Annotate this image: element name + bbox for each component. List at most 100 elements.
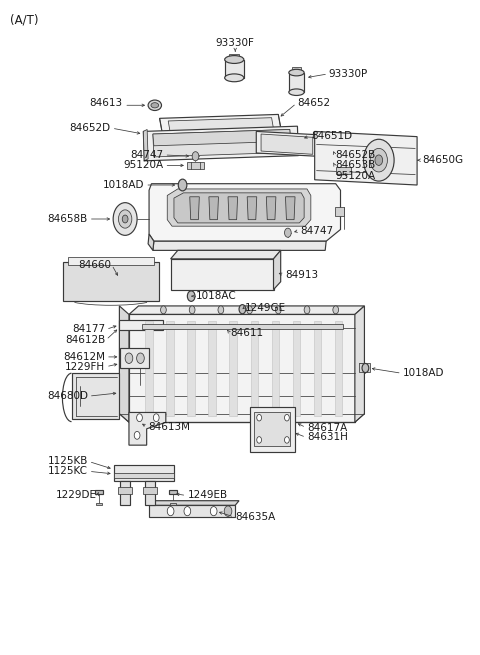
Polygon shape bbox=[153, 241, 326, 250]
Polygon shape bbox=[266, 196, 276, 219]
Polygon shape bbox=[251, 321, 258, 416]
Text: 95120A: 95120A bbox=[336, 171, 376, 181]
Text: 1125KB: 1125KB bbox=[48, 457, 88, 466]
Polygon shape bbox=[247, 196, 257, 219]
Ellipse shape bbox=[225, 74, 244, 82]
Ellipse shape bbox=[148, 100, 161, 111]
Text: 1249GE: 1249GE bbox=[245, 303, 286, 313]
Polygon shape bbox=[120, 320, 163, 330]
Circle shape bbox=[137, 353, 144, 364]
Circle shape bbox=[178, 179, 187, 191]
Text: 93330P: 93330P bbox=[328, 69, 368, 79]
Ellipse shape bbox=[225, 56, 244, 64]
Polygon shape bbox=[254, 413, 290, 447]
Polygon shape bbox=[72, 373, 120, 419]
Polygon shape bbox=[225, 60, 244, 78]
Polygon shape bbox=[187, 321, 195, 416]
Circle shape bbox=[257, 415, 262, 421]
Polygon shape bbox=[359, 364, 370, 372]
Polygon shape bbox=[114, 465, 174, 481]
Ellipse shape bbox=[289, 69, 304, 76]
Text: 1125KC: 1125KC bbox=[48, 466, 88, 476]
Polygon shape bbox=[153, 130, 291, 157]
Polygon shape bbox=[96, 489, 103, 493]
Polygon shape bbox=[167, 189, 311, 226]
Polygon shape bbox=[335, 206, 344, 216]
Polygon shape bbox=[323, 148, 333, 158]
Circle shape bbox=[160, 306, 166, 314]
Polygon shape bbox=[289, 73, 304, 92]
Text: 93330F: 93330F bbox=[216, 39, 255, 48]
Circle shape bbox=[137, 414, 143, 422]
Text: 1229FH: 1229FH bbox=[65, 362, 105, 372]
Text: 84747: 84747 bbox=[130, 150, 163, 160]
Circle shape bbox=[363, 140, 394, 181]
Circle shape bbox=[184, 506, 191, 515]
Text: 1229DE: 1229DE bbox=[55, 491, 96, 500]
Text: 84613M: 84613M bbox=[148, 422, 190, 432]
Text: 84652: 84652 bbox=[298, 98, 331, 108]
Polygon shape bbox=[159, 115, 281, 134]
Polygon shape bbox=[336, 168, 351, 174]
Text: 84680D: 84680D bbox=[47, 391, 88, 401]
Polygon shape bbox=[170, 250, 281, 259]
Text: 84177: 84177 bbox=[72, 324, 105, 335]
Text: 84612M: 84612M bbox=[63, 352, 105, 362]
Circle shape bbox=[167, 506, 174, 515]
Circle shape bbox=[362, 364, 369, 373]
Polygon shape bbox=[228, 196, 238, 219]
Polygon shape bbox=[120, 306, 129, 422]
Polygon shape bbox=[68, 257, 154, 265]
Circle shape bbox=[285, 228, 291, 237]
Polygon shape bbox=[149, 183, 340, 241]
Circle shape bbox=[239, 305, 246, 314]
Text: 1018AC: 1018AC bbox=[196, 291, 237, 301]
Polygon shape bbox=[119, 487, 132, 493]
Polygon shape bbox=[170, 259, 274, 290]
Polygon shape bbox=[129, 306, 364, 314]
Circle shape bbox=[218, 306, 224, 314]
Polygon shape bbox=[229, 321, 237, 416]
Circle shape bbox=[304, 306, 310, 314]
Circle shape bbox=[113, 202, 137, 235]
Polygon shape bbox=[145, 321, 153, 416]
Polygon shape bbox=[142, 324, 343, 329]
Circle shape bbox=[189, 306, 195, 314]
Text: 1018AD: 1018AD bbox=[403, 368, 444, 378]
Polygon shape bbox=[145, 481, 155, 505]
Ellipse shape bbox=[289, 89, 304, 96]
Polygon shape bbox=[261, 134, 313, 155]
Circle shape bbox=[257, 437, 262, 443]
Text: 84612B: 84612B bbox=[65, 335, 105, 345]
Polygon shape bbox=[187, 162, 204, 169]
Polygon shape bbox=[292, 67, 301, 73]
Text: 84658B: 84658B bbox=[48, 214, 88, 224]
Polygon shape bbox=[169, 489, 177, 493]
Polygon shape bbox=[286, 196, 295, 219]
Text: 84631H: 84631H bbox=[307, 432, 348, 442]
Polygon shape bbox=[120, 348, 149, 368]
Polygon shape bbox=[149, 500, 239, 505]
Ellipse shape bbox=[151, 103, 158, 108]
Polygon shape bbox=[190, 196, 199, 219]
Polygon shape bbox=[149, 505, 235, 517]
Text: 84611: 84611 bbox=[230, 328, 264, 338]
Text: 84913: 84913 bbox=[286, 271, 319, 280]
Circle shape bbox=[122, 215, 128, 223]
Polygon shape bbox=[96, 502, 102, 505]
Polygon shape bbox=[148, 234, 154, 250]
Circle shape bbox=[154, 414, 159, 422]
Polygon shape bbox=[293, 321, 300, 416]
Circle shape bbox=[192, 152, 199, 161]
Polygon shape bbox=[335, 321, 342, 416]
Polygon shape bbox=[174, 193, 304, 223]
Circle shape bbox=[119, 210, 132, 228]
Polygon shape bbox=[144, 126, 299, 161]
Text: 84650G: 84650G bbox=[422, 155, 463, 165]
Polygon shape bbox=[129, 413, 166, 445]
Polygon shape bbox=[120, 481, 130, 505]
Polygon shape bbox=[272, 321, 279, 416]
Polygon shape bbox=[144, 130, 148, 161]
Text: 1018AD: 1018AD bbox=[103, 180, 144, 190]
Polygon shape bbox=[168, 118, 274, 132]
